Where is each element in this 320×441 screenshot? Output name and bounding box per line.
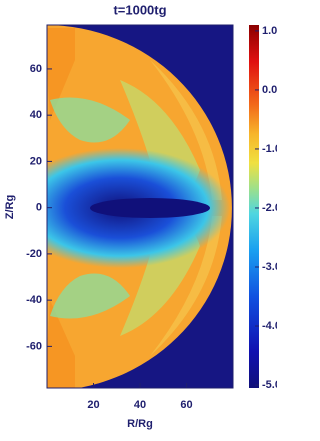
y-axis-label: Z/Rg <box>4 195 16 219</box>
y-tick-label: -60 <box>26 340 42 352</box>
colorbar-tick-label: -4.00 <box>262 320 277 332</box>
colorbar-tick-label: -1.00 <box>262 143 277 155</box>
x-tick-label: 60 <box>180 399 192 411</box>
chart: t=1000tg R/Rg Z/Rg 20 40 60 -60 -40 -20 0 20 40 6… <box>4 2 287 430</box>
x-axis-label: R/Rg <box>127 418 153 430</box>
y-tick-label: 20 <box>30 155 42 167</box>
x-tick-label: 40 <box>134 399 146 411</box>
y-tick-label: 0 <box>36 202 42 214</box>
colorbar-tick-label: 1.00 <box>262 25 277 37</box>
y-tick-label: -20 <box>26 248 42 260</box>
y-tick-label: 60 <box>30 63 42 75</box>
colorbar-tick-label: 0.00 <box>262 84 277 96</box>
colorbar-tick-label: -3.00 <box>262 261 277 273</box>
colorbar-tick-label: -5.00 <box>262 379 277 391</box>
y-tick-label: -40 <box>26 294 42 306</box>
x-tick-label: 20 <box>87 399 99 411</box>
y-tick-label: 40 <box>30 109 42 121</box>
chart-title: t=1000tg <box>113 2 166 17</box>
colorbar-tick-label: -2.00 <box>262 202 277 214</box>
colorbar <box>249 25 259 388</box>
field <box>47 25 233 388</box>
